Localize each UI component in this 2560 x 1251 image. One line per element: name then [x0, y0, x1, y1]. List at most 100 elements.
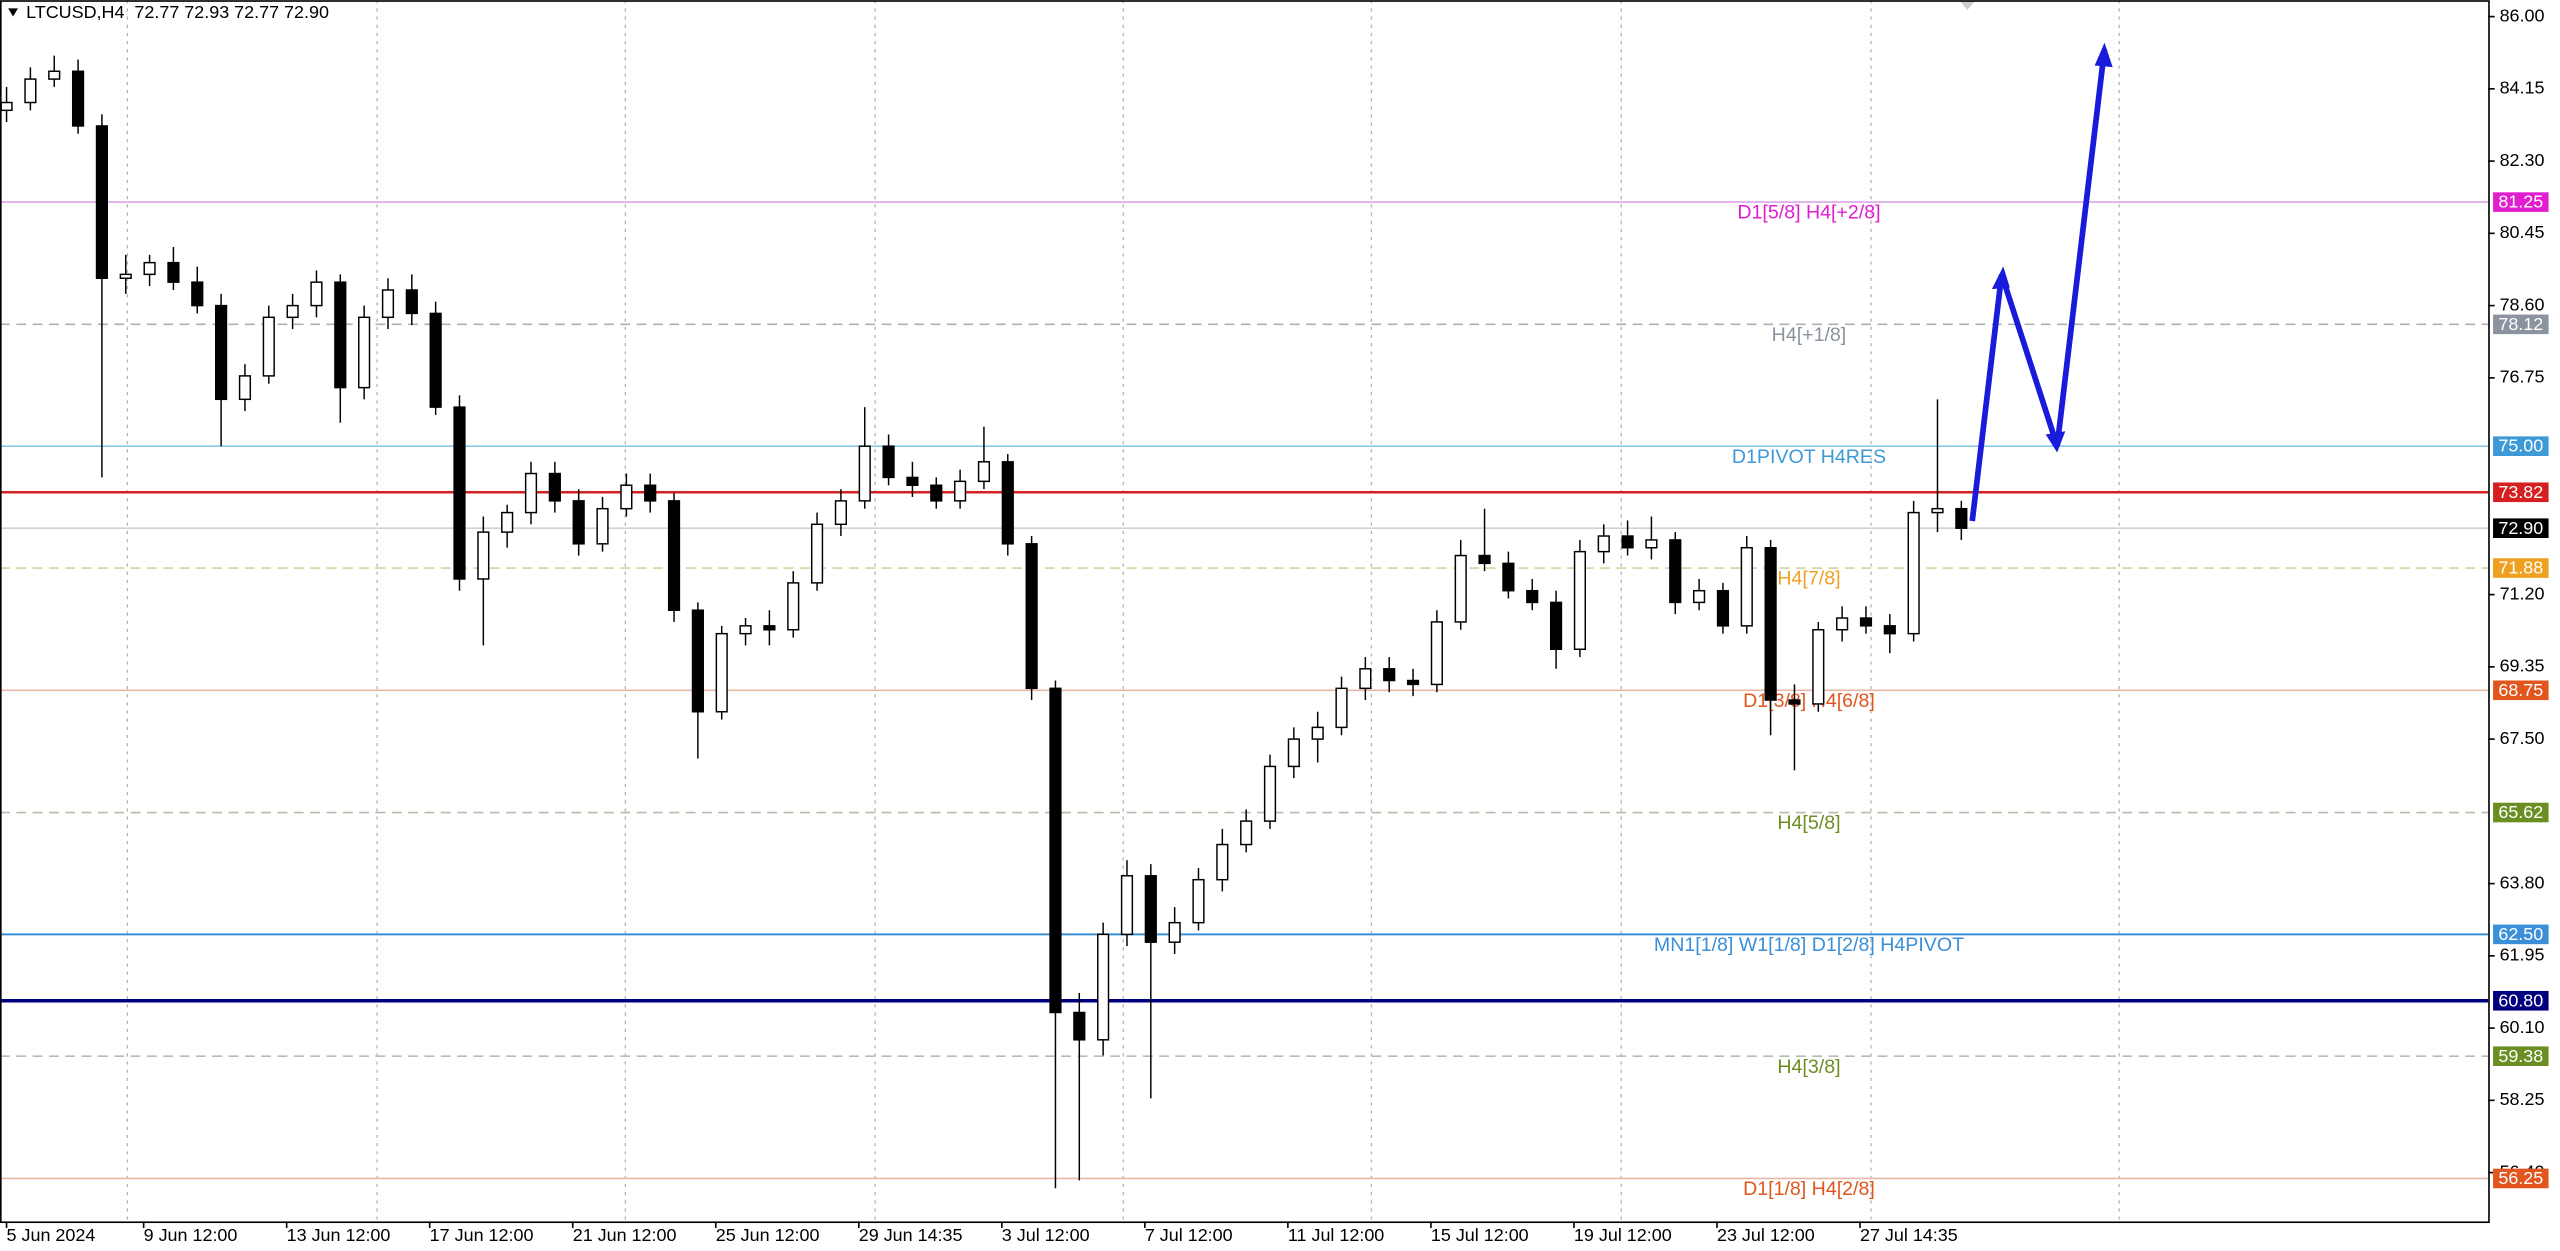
candle-body: [1740, 546, 1753, 627]
candle-body: [1335, 687, 1348, 729]
candle-body: [1526, 589, 1539, 604]
level-name: H4[+1/8]: [1772, 324, 1847, 346]
candle-body: [191, 281, 204, 307]
y-tick-label: 60.10: [2500, 1017, 2545, 1037]
level-name: H4[5/8]: [1777, 812, 1840, 834]
price-label-box: [2493, 990, 2549, 1011]
candle-body: [334, 281, 347, 389]
y-tick-label: 67.50: [2500, 728, 2545, 748]
candle-body: [1430, 621, 1443, 686]
candle-body: [286, 304, 299, 319]
y-tick-label: 78.60: [2500, 294, 2545, 314]
price-label-box: [2493, 436, 2549, 456]
candle-body: [1263, 765, 1277, 822]
x-tick-label: 23 Jul 12:00: [1717, 1225, 1815, 1245]
x-tick-label: 19 Jul 12:00: [1574, 1225, 1672, 1245]
level-name: D1[3/8] H4[6/8]: [1743, 690, 1875, 712]
candle-body: [1812, 629, 1825, 705]
x-tick-label: 9 Jun 12:00: [144, 1225, 238, 1245]
candle-body: [858, 445, 871, 502]
candle-body: [1240, 820, 1253, 846]
candle-body: [1859, 617, 1873, 627]
y-tick-label: 76.75: [2500, 367, 2545, 387]
y-tick-label: 86.00: [2500, 5, 2545, 25]
candle-body: [358, 316, 371, 389]
candle-body: [1383, 668, 1396, 682]
x-tick-label: 25 Jun 12:00: [716, 1225, 820, 1245]
price-label: 56.25: [2498, 1168, 2543, 1188]
candle-body: [453, 406, 466, 580]
candle-body: [524, 472, 538, 514]
candle-body: [1764, 546, 1777, 701]
candle-body: [1192, 878, 1205, 924]
price-label: 59.38: [2498, 1046, 2543, 1066]
x-tick-label: 27 Jul 14:35: [1860, 1225, 1958, 1245]
price-label: 65.62: [2498, 802, 2543, 822]
x-tick-label: 11 Jul 12:00: [1288, 1225, 1384, 1245]
price-label-box: [2493, 518, 2549, 539]
candle-body: [1359, 668, 1372, 690]
price-label: 72.90: [2498, 518, 2543, 538]
price-label: 60.80: [2498, 990, 2543, 1010]
candle-body: [763, 625, 776, 631]
candle-body: [787, 582, 800, 631]
price-label-box: [2493, 1046, 2549, 1067]
candle-body: [906, 476, 919, 486]
candle-body: [501, 511, 514, 533]
candle-body: [1883, 625, 1896, 635]
price-label-box: [2493, 1168, 2549, 1189]
candle-body: [1502, 562, 1515, 592]
candle-body: [691, 609, 704, 713]
candle-body: [882, 445, 895, 479]
y-tick-label: 80.45: [2500, 222, 2545, 242]
candle-body: [477, 531, 490, 580]
price-label: 68.75: [2498, 680, 2543, 700]
x-tick-label: 3 Jul 12:00: [1002, 1225, 1090, 1245]
candle-body: [977, 461, 991, 483]
candle-body: [1931, 507, 1944, 514]
price-label: 75.00: [2498, 436, 2543, 456]
price-label-box: [2493, 314, 2549, 335]
candle-body: [1597, 535, 1610, 553]
candle-body: [429, 312, 442, 408]
candle-body: [834, 500, 848, 526]
candle-body: [548, 472, 561, 502]
candle-body: [1406, 679, 1420, 686]
x-tick-label: 17 Jun 12:00: [430, 1225, 534, 1245]
y-tick-label: 58.25: [2500, 1089, 2545, 1109]
x-tick-label: 5 Jun 2024: [7, 1225, 96, 1245]
price-label-box: [2493, 924, 2549, 945]
candle-body: [1216, 843, 1229, 881]
levels: D1[5/8] H4[+2/8] H4[+1/8] D1PIVOT H4RES H4[…: [0, 201, 2489, 1200]
price-label-box: [2493, 192, 2549, 212]
candle-body: [1311, 726, 1324, 740]
y-tick-label: 71.20: [2500, 583, 2545, 603]
level-name: D1[5/8] H4[+2/8]: [1737, 202, 1880, 224]
x-tick-label: 15 Jul 12:00: [1431, 1225, 1529, 1245]
level-name: H4[3/8]: [1777, 1056, 1840, 1078]
x-tick-label: 7 Jul 12:00: [1145, 1225, 1233, 1245]
price-label-box: [2493, 482, 2549, 503]
candle-body: [1621, 535, 1634, 549]
shift-marker: [1959, 0, 1976, 10]
candle-body: [71, 70, 85, 127]
candle-body: [1693, 589, 1706, 604]
candle-body: [310, 281, 323, 307]
candle-body: [1573, 550, 1587, 651]
candle-body: [1454, 554, 1467, 623]
candle-body: [1955, 507, 1968, 529]
candle-body: [1788, 699, 1801, 705]
candle-body: [1049, 687, 1062, 1014]
y-tick-label: 61.95: [2500, 945, 2545, 965]
price-label-box: [2493, 802, 2549, 823]
candle-body: [0, 101, 13, 112]
candle-body: [167, 261, 180, 283]
price-label: 71.88: [2498, 558, 2543, 578]
price-label-box: [2493, 680, 2549, 701]
plot-frame: [0, 0, 2490, 1224]
candle-body: [1287, 738, 1300, 768]
y-tick-label: 84.15: [2500, 78, 2545, 98]
candles: [0, 55, 1968, 1189]
